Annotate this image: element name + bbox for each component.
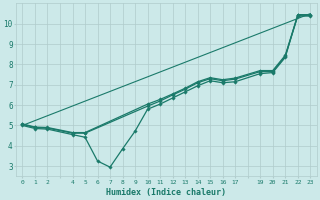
X-axis label: Humidex (Indice chaleur): Humidex (Indice chaleur) — [106, 188, 226, 197]
